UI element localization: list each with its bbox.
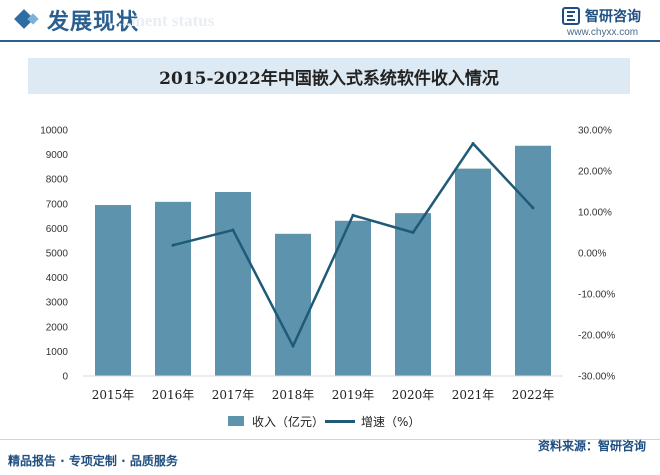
bar — [335, 220, 371, 376]
header-rule — [0, 40, 660, 42]
chyxx-logo-icon — [562, 7, 580, 25]
bar — [155, 201, 191, 376]
legend-label-revenue: 收入（亿元） — [252, 415, 325, 429]
left-tick-label: 5000 — [46, 249, 69, 260]
logo-url: www.chyxx.com — [567, 27, 639, 38]
growth-point — [351, 213, 355, 217]
bar — [395, 213, 431, 376]
growth-point — [231, 228, 235, 232]
section-subtitle: ...ment status — [118, 11, 215, 30]
growth-point — [291, 344, 295, 348]
left-tick-label: 3000 — [46, 298, 69, 309]
x-tick-label: 2017年 — [212, 388, 255, 402]
x-tick-label: 2016年 — [152, 388, 195, 402]
bar — [215, 191, 251, 376]
left-tick-label: 10000 — [40, 126, 68, 137]
chart-title-box: 2015-2022年中国嵌入式系统软件收入情况 — [28, 58, 630, 94]
right-tick-label: -20.00% — [578, 331, 615, 342]
footer-source: 资料来源：智研咨询 — [537, 439, 646, 453]
right-tick-label: -10.00% — [578, 290, 615, 301]
right-tick-label: 30.00% — [578, 126, 612, 137]
left-tick-label: 7000 — [46, 199, 69, 210]
header: 发展现状 ...ment status 智研咨询 www.chyxx.com — [0, 0, 660, 40]
footer-slogan: 精品报告 · 专项定制 · 品质服务 — [8, 454, 178, 468]
right-tick-label: -30.00% — [578, 372, 615, 383]
legend-bar-swatch — [228, 416, 244, 426]
bar — [455, 168, 491, 376]
left-tick-label: 1000 — [46, 347, 69, 358]
left-tick-label: 8000 — [46, 175, 69, 186]
x-tick-label: 2022年 — [512, 388, 555, 402]
x-tick-label: 2018年 — [272, 388, 315, 402]
growth-point — [171, 243, 175, 247]
left-tick-label: 9000 — [46, 150, 69, 161]
logo-name: 智研咨询 — [585, 9, 641, 25]
legend-line-swatch — [325, 420, 355, 423]
right-tick-label: 20.00% — [578, 167, 612, 178]
left-tick-label: 0 — [62, 372, 68, 383]
x-tick-label: 2015年 — [92, 388, 135, 402]
bar — [275, 233, 311, 376]
x-tick-label: 2021年 — [452, 388, 495, 402]
footer-rule — [0, 439, 660, 440]
legend-label-growth: 增速（%） — [361, 415, 421, 429]
section-title: 发展现状 — [47, 10, 140, 35]
right-tick-label: 0.00% — [578, 249, 606, 260]
bar — [515, 145, 551, 376]
right-tick-label: 10.00% — [578, 208, 612, 219]
growth-point — [471, 142, 475, 146]
left-tick-label: 6000 — [46, 224, 69, 235]
chart-title: 2015-2022年中国嵌入式系统软件收入情况 — [159, 69, 499, 89]
bar — [95, 205, 131, 376]
left-tick-label: 2000 — [46, 322, 69, 333]
growth-point — [411, 231, 415, 234]
x-tick-label: 2020年 — [392, 388, 435, 402]
x-tick-label: 2019年 — [332, 388, 375, 402]
growth-point — [531, 206, 535, 210]
left-tick-label: 4000 — [46, 273, 69, 284]
